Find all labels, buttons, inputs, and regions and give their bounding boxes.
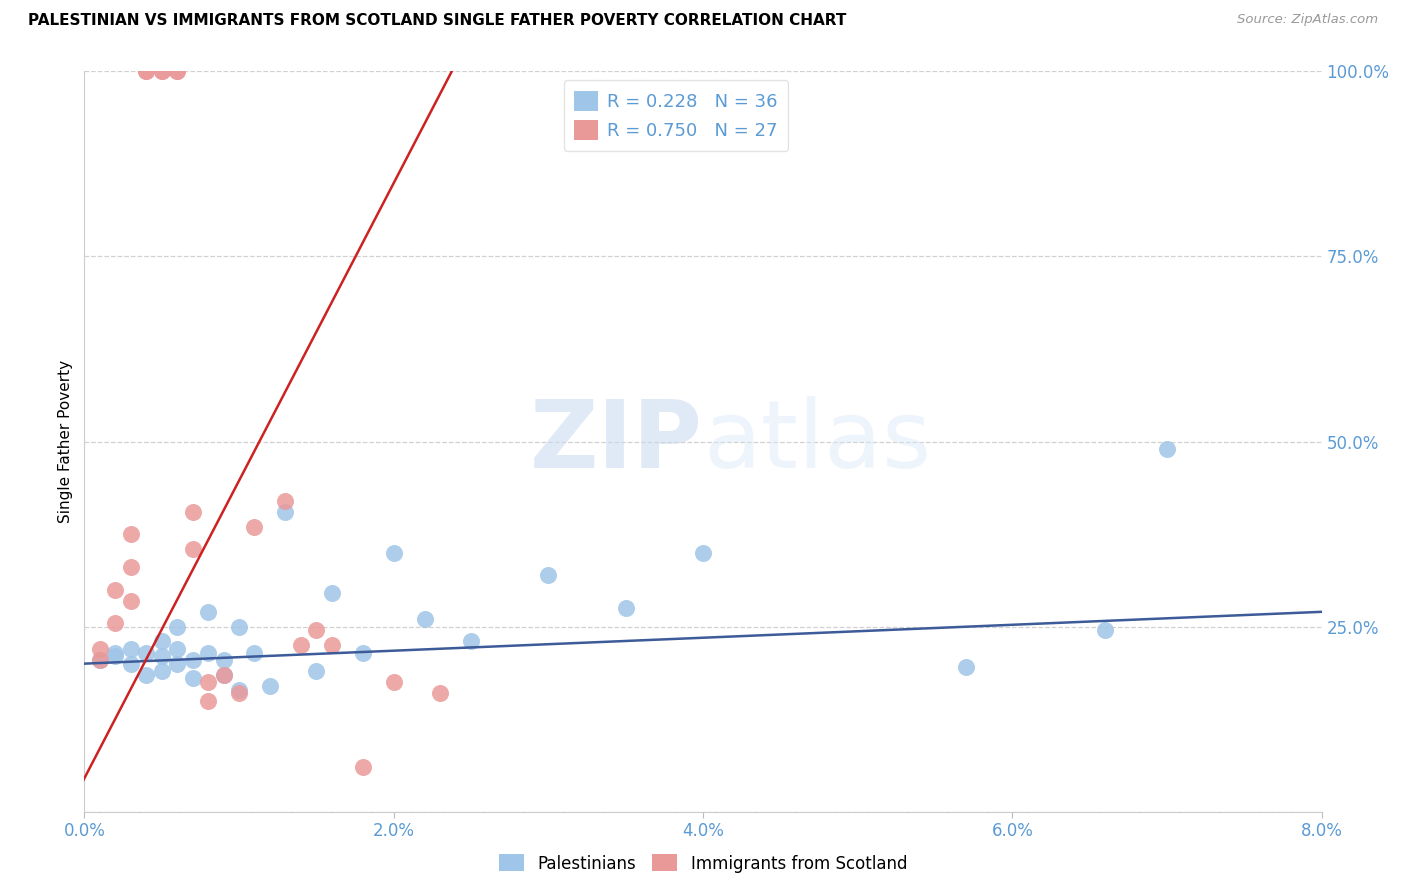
- Point: [305, 664, 328, 678]
- Point: [120, 527, 142, 541]
- Point: [135, 64, 157, 78]
- Point: [305, 624, 328, 638]
- Point: [413, 612, 436, 626]
- Point: [181, 505, 204, 519]
- Point: [382, 546, 405, 560]
- Point: [955, 660, 977, 674]
- Point: [212, 667, 235, 681]
- Point: [382, 675, 405, 690]
- Point: [243, 519, 266, 533]
- Point: [243, 646, 266, 660]
- Point: [290, 638, 312, 652]
- Point: [197, 646, 219, 660]
- Point: [166, 619, 188, 633]
- Point: [321, 638, 343, 652]
- Point: [614, 601, 637, 615]
- Legend: R = 0.228   N = 36, R = 0.750   N = 27: R = 0.228 N = 36, R = 0.750 N = 27: [564, 80, 789, 151]
- Point: [104, 615, 127, 630]
- Point: [120, 593, 142, 607]
- Point: [104, 582, 127, 597]
- Point: [460, 634, 482, 648]
- Point: [429, 686, 451, 700]
- Point: [150, 64, 173, 78]
- Point: [212, 667, 235, 681]
- Point: [181, 541, 204, 556]
- Point: [1156, 442, 1178, 456]
- Point: [228, 682, 250, 697]
- Point: [259, 679, 281, 693]
- Point: [181, 672, 204, 686]
- Point: [181, 653, 204, 667]
- Point: [197, 675, 219, 690]
- Point: [89, 653, 111, 667]
- Point: [135, 646, 157, 660]
- Point: [274, 505, 297, 519]
- Legend: Palestinians, Immigrants from Scotland: Palestinians, Immigrants from Scotland: [492, 847, 914, 880]
- Point: [352, 646, 374, 660]
- Point: [150, 634, 173, 648]
- Point: [692, 546, 714, 560]
- Point: [537, 567, 560, 582]
- Point: [166, 641, 188, 656]
- Point: [228, 619, 250, 633]
- Point: [120, 560, 142, 574]
- Point: [1094, 624, 1116, 638]
- Point: [135, 667, 157, 681]
- Point: [150, 64, 173, 78]
- Point: [89, 653, 111, 667]
- Point: [104, 646, 127, 660]
- Point: [89, 641, 111, 656]
- Point: [197, 694, 219, 708]
- Text: ZIP: ZIP: [530, 395, 703, 488]
- Point: [166, 64, 188, 78]
- Text: Source: ZipAtlas.com: Source: ZipAtlas.com: [1237, 13, 1378, 27]
- Point: [120, 641, 142, 656]
- Point: [135, 64, 157, 78]
- Point: [150, 664, 173, 678]
- Point: [228, 686, 250, 700]
- Point: [120, 657, 142, 671]
- Point: [166, 64, 188, 78]
- Point: [321, 586, 343, 600]
- Y-axis label: Single Father Poverty: Single Father Poverty: [58, 360, 73, 523]
- Point: [166, 657, 188, 671]
- Text: atlas: atlas: [703, 395, 931, 488]
- Point: [104, 649, 127, 664]
- Point: [274, 493, 297, 508]
- Point: [212, 653, 235, 667]
- Point: [150, 649, 173, 664]
- Point: [197, 605, 219, 619]
- Text: PALESTINIAN VS IMMIGRANTS FROM SCOTLAND SINGLE FATHER POVERTY CORRELATION CHART: PALESTINIAN VS IMMIGRANTS FROM SCOTLAND …: [28, 13, 846, 29]
- Point: [352, 760, 374, 774]
